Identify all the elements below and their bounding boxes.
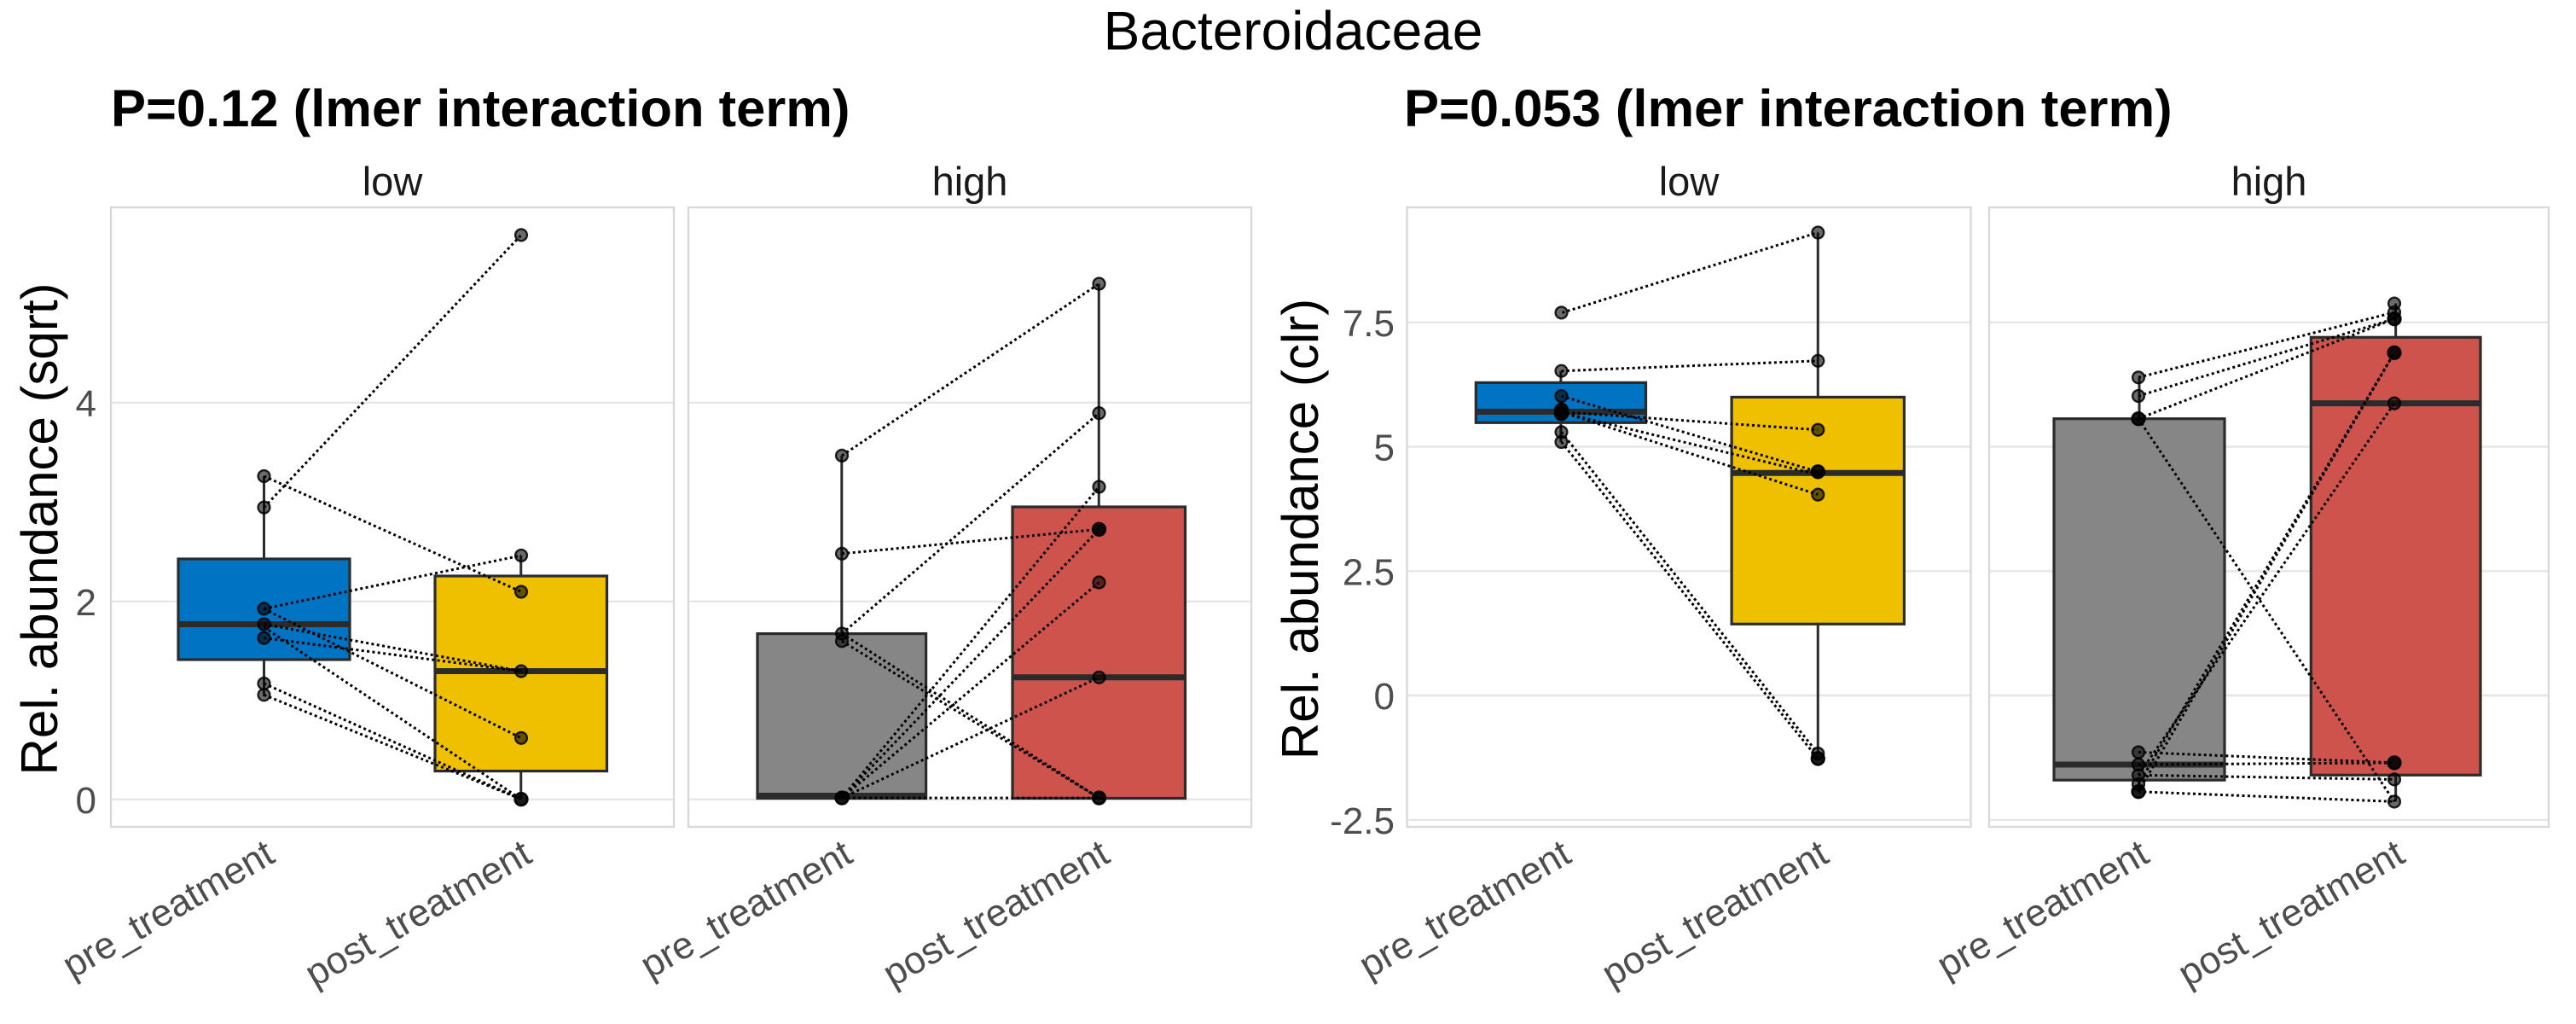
- svg-text:Rel. abundance (clr): Rel. abundance (clr): [1272, 299, 1329, 759]
- svg-text:0: 0: [1374, 676, 1395, 718]
- svg-text:-2.5: -2.5: [1330, 800, 1395, 842]
- svg-text:7.5: 7.5: [1343, 303, 1395, 345]
- svg-text:high: high: [2231, 159, 2307, 204]
- svg-text:Rel. abundance (sqrt): Rel. abundance (sqrt): [11, 283, 68, 776]
- svg-text:2.5: 2.5: [1343, 551, 1395, 593]
- svg-text:low: low: [1659, 159, 1720, 204]
- svg-text:0: 0: [76, 780, 96, 822]
- svg-text:P=0.053 (lmer interaction term: P=0.053 (lmer interaction term): [1404, 79, 2173, 138]
- svg-text:low: low: [363, 159, 424, 204]
- svg-text:4: 4: [76, 383, 96, 425]
- svg-text:high: high: [932, 159, 1008, 204]
- svg-text:5: 5: [1374, 428, 1395, 469]
- svg-text:P=0.12 (lmer interaction term): P=0.12 (lmer interaction term): [111, 79, 850, 138]
- svg-text:Bacteroidaceae: Bacteroidaceae: [1104, 0, 1483, 61]
- svg-text:2: 2: [76, 582, 96, 624]
